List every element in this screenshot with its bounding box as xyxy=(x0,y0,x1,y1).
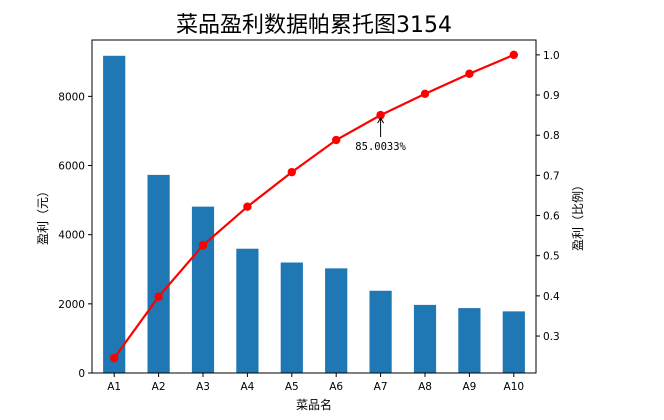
left-y-axis-label: 盈利（元） xyxy=(36,185,50,245)
line-point-A5 xyxy=(287,167,296,177)
bar-A6 xyxy=(325,268,348,373)
right-y-tick-label: 0.7 xyxy=(543,170,560,182)
bar-A8 xyxy=(413,304,437,373)
x-tick-label: A2 xyxy=(152,381,166,393)
annotation: 85.0033% xyxy=(355,117,407,153)
x-tick-label: A9 xyxy=(462,381,476,393)
annotation-arrow-head xyxy=(377,117,385,124)
line-point-A3 xyxy=(198,241,208,250)
line-point-A10 xyxy=(509,50,518,60)
x-tick-label: A7 xyxy=(374,381,388,393)
right-y-tick-label: 0.4 xyxy=(543,291,560,303)
chart-title: 菜品盈利数据帕累托图3154 xyxy=(176,13,452,38)
bar-series xyxy=(103,55,525,374)
right-y-tick-label: 0.6 xyxy=(543,211,560,223)
line-point-A1 xyxy=(110,353,119,363)
bar-A2 xyxy=(147,174,170,373)
plot-frame xyxy=(91,39,537,374)
right-y-tick-label: 0.9 xyxy=(543,90,560,102)
cumulative-line-series xyxy=(110,50,518,363)
right-y-tick-label: 0.8 xyxy=(543,130,560,142)
x-tick-label: A10 xyxy=(504,381,525,393)
left-y-tick-label: 0 xyxy=(78,368,85,380)
x-tick-label: A8 xyxy=(418,381,432,393)
bar-A5 xyxy=(280,262,303,373)
bar-A3 xyxy=(191,206,215,373)
left-y-tick-label: 2000 xyxy=(58,299,85,311)
bar-A4 xyxy=(236,248,259,373)
right-y-tick-label: 1.0 xyxy=(543,50,560,62)
bar-A9 xyxy=(458,308,481,373)
axes: 0 2000 4000 6000 8000 0.3 0.4 0.5 0.6 0.7 0.8 0.9 1.… xyxy=(58,39,560,393)
bar-A10 xyxy=(502,311,525,373)
x-tick-label: A6 xyxy=(329,381,343,393)
x-tick-label: A3 xyxy=(196,381,210,393)
bar-A1 xyxy=(103,55,126,374)
x-tick-label: A1 xyxy=(107,381,121,393)
line-point-A7 xyxy=(376,110,385,120)
cumulative-line xyxy=(113,53,515,359)
line-point-A2 xyxy=(154,292,163,301)
right-y-tick-label: 0.5 xyxy=(543,251,560,263)
line-point-A9 xyxy=(465,69,474,78)
right-y-axis-label: 盈利（比例） xyxy=(571,179,585,251)
line-point-A4 xyxy=(243,202,252,211)
right-y-tick-label: 0.3 xyxy=(543,331,560,343)
annotation-label: 85.0033% xyxy=(355,141,406,153)
bar-A7 xyxy=(369,290,392,373)
x-tick-label: A5 xyxy=(285,381,299,393)
x-axis-label: 菜品名 xyxy=(296,397,332,412)
x-tick-label: A4 xyxy=(240,381,254,393)
left-y-tick-label: 8000 xyxy=(58,91,85,103)
left-y-tick-label: 4000 xyxy=(58,230,85,242)
line-point-A6 xyxy=(332,135,341,145)
left-y-tick-label: 6000 xyxy=(58,161,85,173)
line-point-A8 xyxy=(420,89,430,99)
